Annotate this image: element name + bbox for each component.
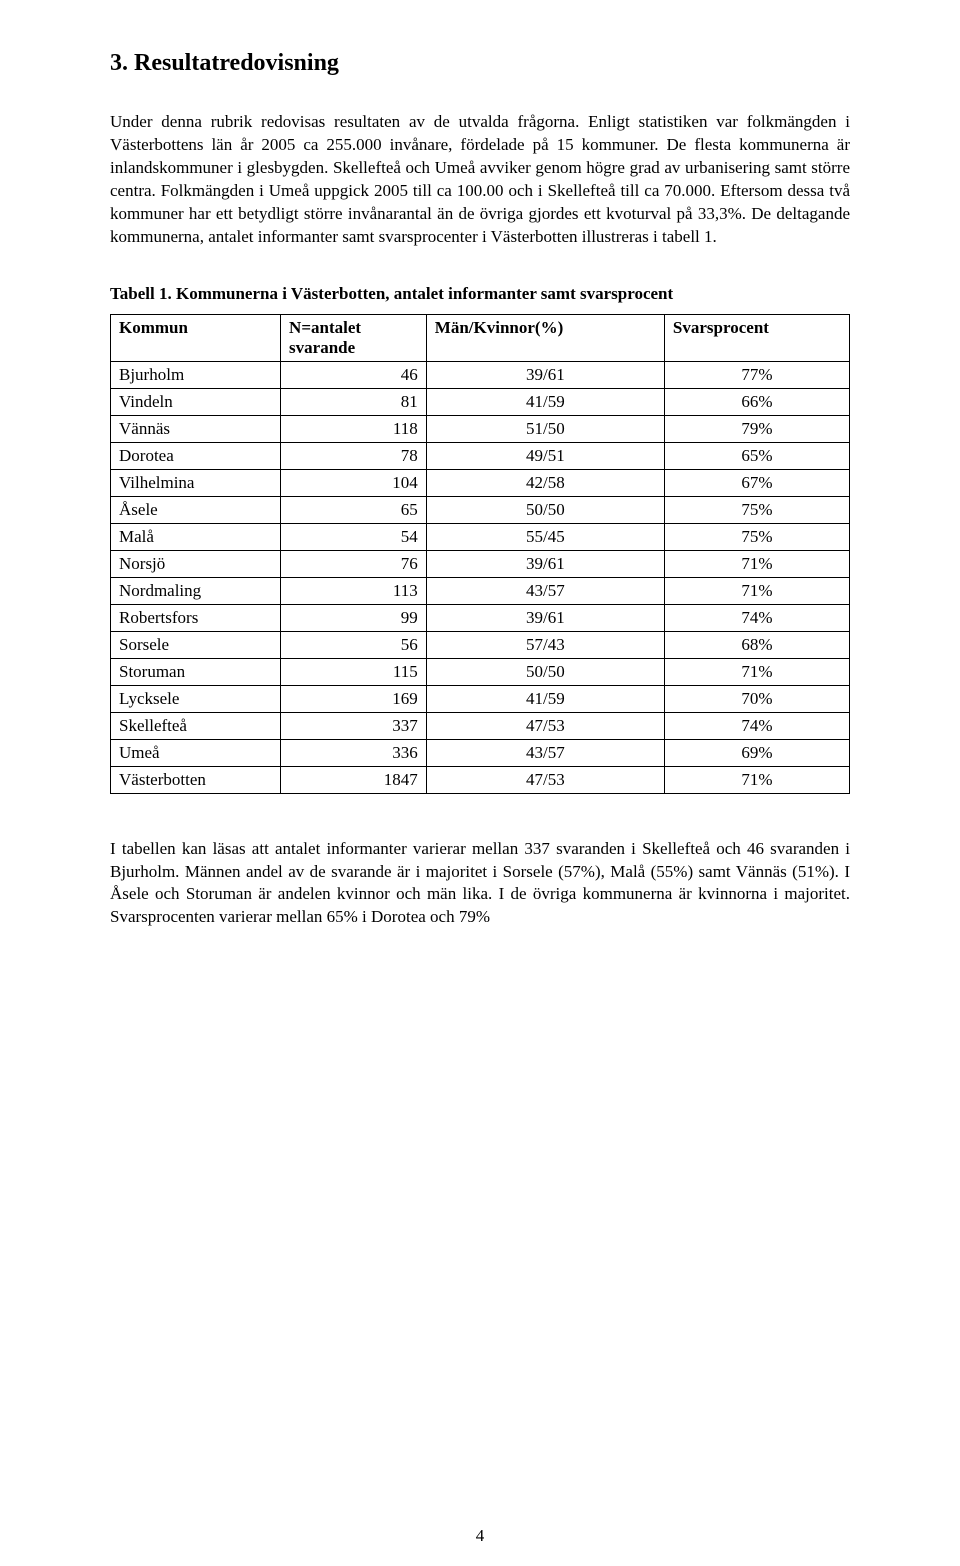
- cell-n: 99: [281, 604, 427, 631]
- cell-pct: 70%: [664, 685, 849, 712]
- table-row: Lycksele16941/5970%: [111, 685, 850, 712]
- table-row: Åsele6550/5075%: [111, 496, 850, 523]
- cell-kommun: Skellefteå: [111, 712, 281, 739]
- cell-pct: 75%: [664, 523, 849, 550]
- cell-mk: 43/57: [426, 739, 664, 766]
- table-row: Norsjö7639/6171%: [111, 550, 850, 577]
- cell-pct: 77%: [664, 361, 849, 388]
- cell-n: 54: [281, 523, 427, 550]
- cell-n: 1847: [281, 766, 427, 793]
- cell-pct: 74%: [664, 712, 849, 739]
- col-header-n-line1: N=antalet: [289, 318, 361, 337]
- cell-kommun: Robertsfors: [111, 604, 281, 631]
- cell-n: 113: [281, 577, 427, 604]
- cell-pct: 74%: [664, 604, 849, 631]
- cell-pct: 79%: [664, 415, 849, 442]
- cell-pct: 71%: [664, 550, 849, 577]
- section-heading: 3. Resultatredovisning: [110, 50, 850, 77]
- cell-n: 78: [281, 442, 427, 469]
- table-row: Sorsele5657/4368%: [111, 631, 850, 658]
- cell-mk: 39/61: [426, 604, 664, 631]
- cell-kommun: Sorsele: [111, 631, 281, 658]
- cell-mk: 41/59: [426, 388, 664, 415]
- cell-n: 169: [281, 685, 427, 712]
- cell-n: 336: [281, 739, 427, 766]
- cell-n: 46: [281, 361, 427, 388]
- table-row: Storuman11550/5071%: [111, 658, 850, 685]
- cell-mk: 57/43: [426, 631, 664, 658]
- cell-kommun: Norsjö: [111, 550, 281, 577]
- col-header-kommun: Kommun: [111, 314, 281, 361]
- cell-n: 104: [281, 469, 427, 496]
- table-row: Malå5455/4575%: [111, 523, 850, 550]
- col-header-pct: Svarsprocent: [664, 314, 849, 361]
- cell-mk: 50/50: [426, 496, 664, 523]
- table-row: Nordmaling11343/5771%: [111, 577, 850, 604]
- col-header-n: N=antalet svarande: [281, 314, 427, 361]
- table-row: Skellefteå33747/5374%: [111, 712, 850, 739]
- cell-n: 118: [281, 415, 427, 442]
- cell-mk: 42/58: [426, 469, 664, 496]
- table-row: Dorotea7849/5165%: [111, 442, 850, 469]
- cell-pct: 68%: [664, 631, 849, 658]
- table-row: Vilhelmina10442/5867%: [111, 469, 850, 496]
- cell-mk: 49/51: [426, 442, 664, 469]
- cell-mk: 55/45: [426, 523, 664, 550]
- cell-kommun: Malå: [111, 523, 281, 550]
- table-row: Vännäs11851/5079%: [111, 415, 850, 442]
- cell-kommun: Nordmaling: [111, 577, 281, 604]
- summary-paragraph: I tabellen kan läsas att antalet informa…: [110, 838, 850, 930]
- cell-kommun: Bjurholm: [111, 361, 281, 388]
- table-caption: Tabell 1. Kommunerna i Västerbotten, ant…: [110, 283, 850, 306]
- cell-mk: 47/53: [426, 766, 664, 793]
- table-header-row: Kommun N=antalet svarande Män/Kvinnor(%)…: [111, 314, 850, 361]
- cell-kommun: Västerbotten: [111, 766, 281, 793]
- cell-n: 115: [281, 658, 427, 685]
- cell-n: 76: [281, 550, 427, 577]
- cell-kommun: Åsele: [111, 496, 281, 523]
- cell-pct: 71%: [664, 658, 849, 685]
- cell-n: 56: [281, 631, 427, 658]
- cell-pct: 65%: [664, 442, 849, 469]
- cell-pct: 66%: [664, 388, 849, 415]
- col-header-mk: Män/Kvinnor(%): [426, 314, 664, 361]
- page-number: 4: [0, 1526, 960, 1546]
- cell-n: 337: [281, 712, 427, 739]
- table-row: Vindeln8141/5966%: [111, 388, 850, 415]
- data-table: Kommun N=antalet svarande Män/Kvinnor(%)…: [110, 314, 850, 794]
- cell-mk: 39/61: [426, 550, 664, 577]
- cell-pct: 69%: [664, 739, 849, 766]
- cell-kommun: Storuman: [111, 658, 281, 685]
- table-row: Västerbotten184747/5371%: [111, 766, 850, 793]
- cell-pct: 67%: [664, 469, 849, 496]
- cell-pct: 71%: [664, 577, 849, 604]
- intro-paragraph: Under denna rubrik redovisas resultaten …: [110, 111, 850, 249]
- cell-kommun: Dorotea: [111, 442, 281, 469]
- cell-mk: 41/59: [426, 685, 664, 712]
- table-row: Bjurholm4639/6177%: [111, 361, 850, 388]
- cell-kommun: Vindeln: [111, 388, 281, 415]
- cell-n: 65: [281, 496, 427, 523]
- cell-kommun: Vilhelmina: [111, 469, 281, 496]
- cell-pct: 71%: [664, 766, 849, 793]
- cell-mk: 43/57: [426, 577, 664, 604]
- cell-mk: 50/50: [426, 658, 664, 685]
- cell-mk: 47/53: [426, 712, 664, 739]
- cell-kommun: Lycksele: [111, 685, 281, 712]
- cell-mk: 51/50: [426, 415, 664, 442]
- cell-pct: 75%: [664, 496, 849, 523]
- cell-mk: 39/61: [426, 361, 664, 388]
- cell-kommun: Vännäs: [111, 415, 281, 442]
- cell-n: 81: [281, 388, 427, 415]
- table-row: Robertsfors9939/6174%: [111, 604, 850, 631]
- col-header-n-line2: svarande: [289, 338, 355, 357]
- table-row: Umeå33643/5769%: [111, 739, 850, 766]
- cell-kommun: Umeå: [111, 739, 281, 766]
